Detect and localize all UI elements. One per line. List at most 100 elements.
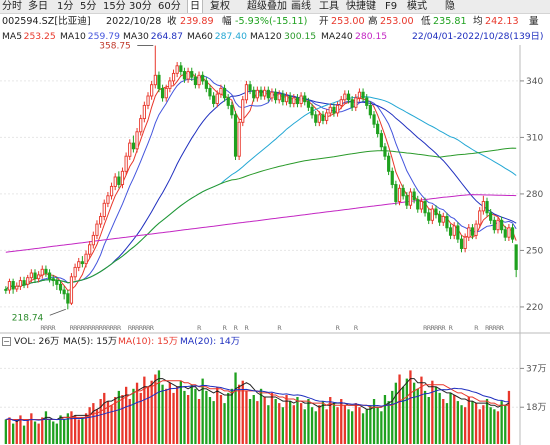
candle[interactable] — [401, 187, 405, 197]
volume-bar[interactable] — [161, 384, 164, 444]
volume-bar[interactable] — [165, 388, 168, 444]
candle[interactable] — [321, 114, 325, 121]
candle[interactable] — [18, 280, 23, 287]
event-marker[interactable]: R — [84, 324, 89, 332]
volume-bar[interactable] — [8, 417, 11, 444]
volume-bar[interactable] — [238, 384, 241, 444]
volume-bar[interactable] — [128, 399, 131, 444]
candle[interactable] — [306, 101, 311, 108]
candle[interactable] — [40, 268, 44, 276]
tab-30min[interactable]: 30分 — [129, 1, 152, 12]
candle[interactable] — [58, 283, 63, 291]
volume-bar[interactable] — [482, 405, 485, 444]
candle[interactable] — [135, 131, 139, 150]
f9-button[interactable]: F9 — [385, 1, 398, 12]
candle[interactable] — [4, 288, 8, 291]
event-marker[interactable]: R — [102, 324, 107, 332]
candle[interactable] — [95, 223, 99, 236]
candle[interactable] — [22, 280, 26, 285]
candle[interactable] — [128, 142, 132, 157]
candle[interactable] — [255, 89, 259, 99]
volume-bar[interactable] — [190, 384, 193, 444]
event-marker[interactable]: R — [77, 324, 82, 332]
volume-bar[interactable] — [241, 380, 244, 444]
volume-bar[interactable] — [245, 390, 248, 444]
volume-bar[interactable] — [176, 386, 179, 444]
event-marker[interactable]: R — [434, 324, 439, 332]
candle[interactable] — [139, 118, 143, 133]
tab-multi-day[interactable]: 多日 — [28, 1, 48, 12]
volume-bar[interactable] — [52, 421, 55, 445]
tab-daily[interactable]: 日 — [187, 0, 203, 13]
candle[interactable] — [88, 244, 92, 255]
volume-bar[interactable] — [489, 407, 492, 444]
candle[interactable] — [357, 91, 362, 99]
volume-bar[interactable] — [391, 390, 394, 444]
candle[interactable] — [77, 261, 81, 268]
candle[interactable] — [51, 278, 55, 282]
candle[interactable] — [350, 99, 354, 108]
candle[interactable] — [259, 89, 263, 97]
candle[interactable] — [233, 114, 238, 157]
candle[interactable] — [215, 93, 219, 104]
candle[interactable] — [120, 170, 125, 185]
volume-bar[interactable] — [106, 401, 110, 444]
candle[interactable] — [514, 244, 518, 270]
volume-bar[interactable] — [256, 401, 259, 444]
candle[interactable] — [430, 208, 434, 221]
volume-bar[interactable] — [248, 399, 252, 444]
volume-bar[interactable] — [208, 397, 212, 444]
event-marker[interactable]: R — [139, 324, 144, 332]
candle[interactable] — [335, 104, 340, 114]
candle[interactable] — [412, 191, 416, 200]
volume-bar[interactable] — [143, 376, 146, 444]
candle[interactable] — [507, 227, 511, 238]
volume-bar[interactable] — [194, 388, 197, 444]
candle[interactable] — [284, 95, 289, 103]
candle[interactable] — [452, 225, 456, 236]
event-marker[interactable]: R — [500, 324, 505, 332]
volume-bar[interactable] — [132, 388, 135, 444]
candle[interactable] — [219, 87, 223, 95]
volume-bar[interactable] — [219, 395, 223, 444]
event-marker[interactable]: R — [427, 324, 432, 332]
volume-bar[interactable] — [343, 405, 346, 444]
hide-button[interactable]: 隐 — [445, 1, 455, 12]
event-marker[interactable]: R — [95, 324, 100, 332]
volume-bar[interactable] — [507, 390, 511, 444]
tools-button[interactable]: 工具 — [319, 1, 339, 12]
candle[interactable] — [470, 227, 475, 236]
candle[interactable] — [84, 253, 88, 265]
volume-bar[interactable] — [464, 407, 467, 444]
candle[interactable] — [91, 234, 95, 246]
candle[interactable] — [390, 170, 394, 185]
volume-bar[interactable] — [369, 405, 372, 444]
candle[interactable] — [314, 114, 318, 123]
event-marker[interactable]: R — [485, 324, 490, 332]
volume-bar[interactable] — [172, 392, 175, 444]
candle[interactable] — [201, 74, 205, 82]
event-marker[interactable]: R — [106, 324, 111, 332]
candle[interactable] — [295, 97, 300, 105]
candle[interactable] — [354, 97, 358, 108]
volume-bar[interactable] — [347, 409, 350, 444]
volume-bar[interactable] — [427, 397, 430, 444]
volume-bar[interactable] — [26, 419, 29, 445]
candle[interactable] — [346, 93, 351, 101]
candle[interactable] — [445, 216, 449, 229]
candle[interactable] — [408, 191, 413, 206]
candle[interactable] — [481, 201, 485, 212]
candle[interactable] — [485, 201, 489, 214]
event-marker[interactable]: R — [88, 324, 93, 332]
candle[interactable] — [99, 216, 103, 225]
volume-bar[interactable] — [201, 378, 204, 444]
candle[interactable] — [310, 106, 314, 116]
candle[interactable] — [37, 274, 41, 280]
event-marker[interactable]: R — [113, 324, 118, 332]
candle[interactable] — [492, 219, 496, 231]
candle[interactable] — [252, 89, 256, 99]
volume-bar[interactable] — [307, 399, 310, 444]
volume-bar[interactable] — [252, 395, 255, 444]
candle[interactable] — [168, 80, 172, 89]
event-marker[interactable]: R — [441, 324, 446, 332]
